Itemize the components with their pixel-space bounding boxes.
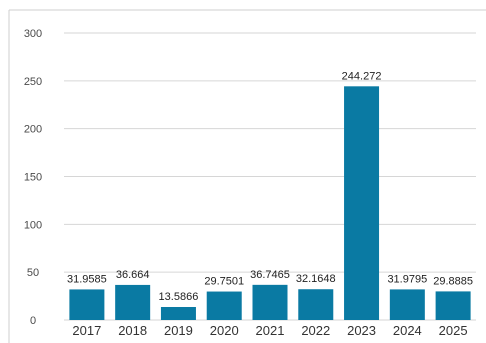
bar-2022	[298, 289, 334, 320]
y-tick-label-200: 200	[24, 124, 42, 136]
y-tick-label-100: 100	[24, 219, 42, 231]
x-tick-label-2019: 2019	[164, 323, 193, 338]
data-label-2019: 13.5866	[159, 291, 199, 303]
x-tick-label-2020: 2020	[210, 323, 239, 338]
data-label-2022: 32.1648	[296, 273, 336, 285]
data-label-2020: 29.7501	[204, 276, 244, 288]
data-label-2021: 36.7465	[250, 269, 290, 281]
x-tick-label-2017: 2017	[72, 323, 101, 338]
bar-2018	[115, 284, 151, 320]
bar-2021	[252, 284, 288, 320]
x-tick-label-2022: 2022	[301, 323, 330, 338]
y-tick-label-300: 300	[24, 28, 42, 40]
bar-2017	[69, 289, 105, 320]
x-tick-label-2023: 2023	[347, 323, 376, 338]
bar-2024	[389, 289, 425, 320]
x-tick-label-2024: 2024	[393, 323, 422, 338]
data-label-2024: 31.9795	[387, 273, 427, 285]
bar-2025	[435, 291, 471, 320]
bar-2023	[344, 86, 380, 321]
data-label-2025: 29.8885	[433, 275, 473, 287]
y-tick-label-150: 150	[24, 172, 42, 184]
y-tick-label-50: 50	[27, 267, 39, 279]
x-tick-label-2018: 2018	[118, 323, 147, 338]
y-tick-label-250: 250	[24, 76, 42, 88]
data-label-2023: 244.272	[342, 70, 382, 82]
y-tick-label-0: 0	[30, 315, 36, 327]
x-tick-label-2021: 2021	[256, 323, 285, 338]
x-tick-label-2025: 2025	[439, 323, 468, 338]
data-label-2018: 36.664	[116, 269, 150, 281]
bar-2020	[206, 291, 242, 320]
data-label-2017: 31.9585	[67, 273, 107, 285]
bar-2019	[160, 307, 196, 320]
